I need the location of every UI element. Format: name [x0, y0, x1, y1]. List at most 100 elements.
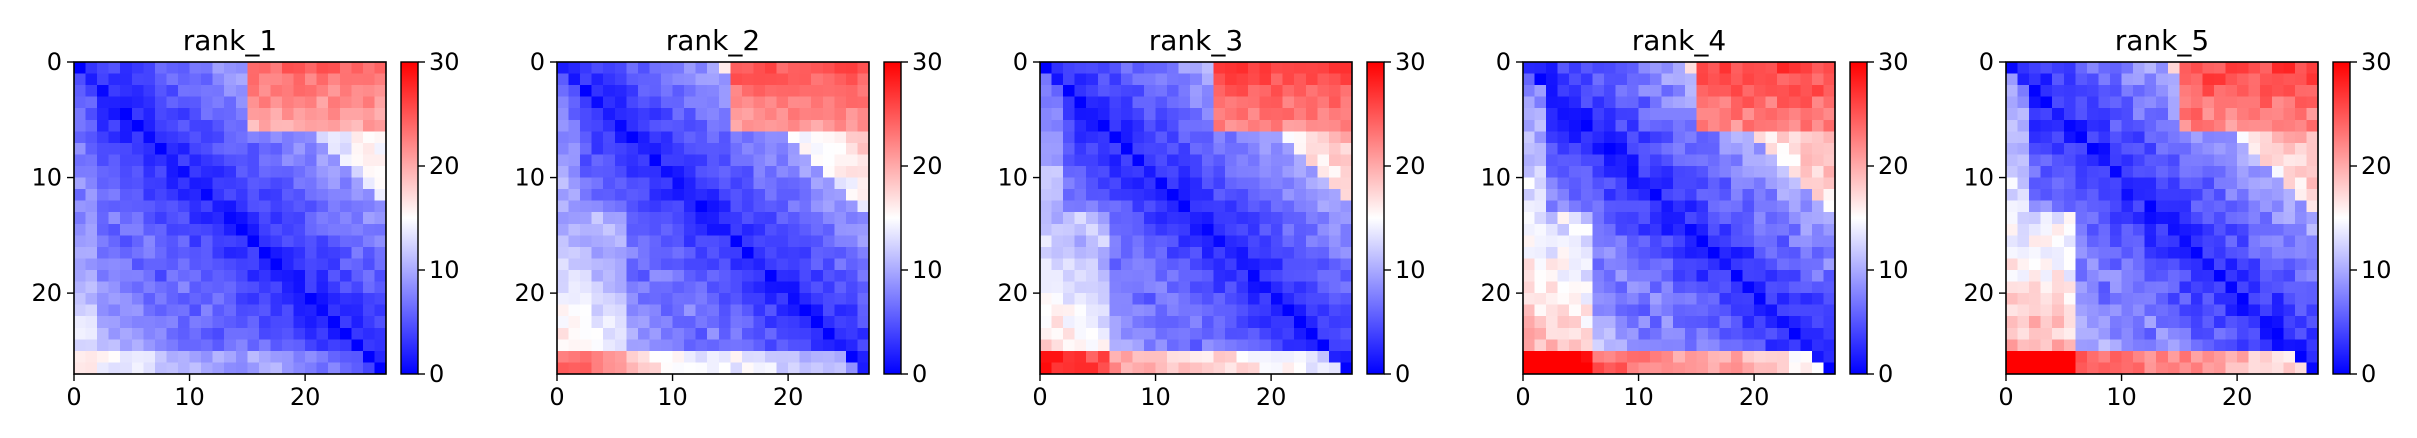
heatmap-cell	[143, 62, 156, 75]
heatmap-cell	[557, 281, 570, 294]
heatmap-cell	[189, 339, 202, 352]
heatmap-cell	[1754, 270, 1767, 283]
heatmap-cell	[362, 362, 376, 375]
heatmap-cell	[178, 200, 191, 213]
heatmap-cell	[1719, 154, 1732, 167]
heatmap-cell	[189, 362, 202, 375]
heatmap-cell	[2190, 281, 2204, 294]
heatmap-cell	[1086, 142, 1099, 156]
heatmap-cell	[695, 131, 708, 144]
colorbar-tick-label: 10	[1395, 256, 1426, 284]
heatmap-cell	[1627, 327, 1640, 340]
heatmap-cell	[1271, 177, 1284, 190]
heatmap-cell	[684, 131, 697, 144]
heatmap-cell	[178, 73, 191, 86]
heatmap-cell	[1120, 327, 1134, 340]
heatmap-cell	[1167, 350, 1180, 364]
heatmap-cell	[2006, 142, 2019, 156]
heatmap-cell	[661, 62, 674, 75]
heatmap-cell	[614, 212, 627, 225]
heatmap-cell	[1546, 119, 1559, 132]
heatmap-cell	[1190, 362, 1203, 375]
heatmap-cell	[258, 270, 272, 283]
heatmap-cell	[2214, 327, 2227, 340]
heatmap-cell	[1673, 119, 1686, 132]
heatmap-cell	[1707, 108, 1721, 121]
heatmap-cell	[316, 154, 329, 167]
heatmap-cell	[247, 142, 260, 156]
heatmap-cell	[2294, 177, 2308, 190]
heatmap-cell	[1259, 327, 1272, 340]
heatmap-cell	[1523, 73, 1536, 86]
heatmap-cell	[765, 246, 778, 260]
heatmap-cell	[603, 258, 616, 271]
heatmap-cell	[1592, 200, 1605, 213]
heatmap-cell	[730, 142, 743, 156]
heatmap-cell	[684, 304, 697, 317]
heatmap-cell	[741, 281, 755, 294]
heatmap-cell	[328, 73, 341, 86]
heatmap-cell	[201, 62, 214, 75]
heatmap-cell	[339, 154, 352, 167]
heatmap-cell	[661, 142, 674, 156]
heatmap-cell	[603, 339, 616, 352]
heatmap-cell	[120, 223, 133, 236]
heatmap-cell	[351, 62, 364, 75]
heatmap-cell	[2156, 142, 2169, 156]
heatmap-cell	[2306, 223, 2319, 236]
heatmap-cell	[1823, 327, 1836, 340]
heatmap-cell	[131, 154, 144, 167]
heatmap-cell	[730, 339, 743, 352]
heatmap-cell	[741, 327, 755, 340]
heatmap-cell	[108, 350, 121, 364]
heatmap-cell	[305, 85, 318, 98]
heatmap-cell	[166, 270, 179, 283]
heatmap-cell	[120, 189, 133, 202]
heatmap-cell	[1707, 339, 1721, 352]
heatmap-cell	[1615, 177, 1628, 190]
heatmap-cell	[2190, 339, 2204, 352]
heatmap-cell	[131, 73, 144, 86]
heatmap-cell	[1178, 96, 1191, 109]
heatmap-cell	[305, 212, 318, 225]
heatmap-cell	[247, 73, 260, 86]
heatmap-cell	[351, 293, 364, 306]
heatmap-cell	[339, 108, 352, 121]
heatmap-cell	[316, 131, 329, 144]
heatmap-cell	[1592, 339, 1605, 352]
heatmap-cell	[1546, 223, 1559, 236]
heatmap-cell	[845, 154, 859, 167]
heatmap-cell	[2017, 85, 2030, 98]
heatmap-cell	[282, 362, 295, 375]
heatmap-cell	[1546, 96, 1559, 109]
heatmap-cells	[557, 62, 870, 375]
heatmap-cell	[684, 362, 697, 375]
heatmap-cell	[591, 108, 604, 121]
heatmap-cell	[1684, 131, 1697, 144]
heatmap-cell	[1754, 316, 1767, 329]
heatmap-cell	[362, 212, 376, 225]
heatmap-cell	[2121, 339, 2134, 352]
heatmap-cell	[339, 293, 352, 306]
heatmap-cell	[845, 258, 859, 271]
heatmap-cell	[1051, 258, 1064, 271]
heatmap-cell	[568, 200, 581, 213]
heatmap-cell	[695, 246, 708, 260]
heatmap-cell	[1109, 166, 1122, 179]
heatmap-cell	[305, 270, 318, 283]
heatmap-cell	[1742, 339, 1755, 352]
heatmap-cell	[1063, 339, 1076, 352]
heatmap-cell	[626, 85, 639, 98]
heatmap-cell	[1546, 62, 1559, 75]
heatmap-cell	[2260, 270, 2273, 283]
heatmap-cell	[1063, 189, 1076, 202]
heatmap-cell	[1086, 189, 1099, 202]
heatmap-cell	[1731, 270, 1744, 283]
heatmap-cell	[1236, 189, 1249, 202]
heatmap-cell	[316, 73, 329, 86]
heatmap-cell	[189, 85, 202, 98]
heatmap-cell	[189, 281, 202, 294]
heatmap-cell	[247, 166, 260, 179]
heatmap-cell	[270, 166, 283, 179]
heatmap-cell	[2294, 281, 2308, 294]
